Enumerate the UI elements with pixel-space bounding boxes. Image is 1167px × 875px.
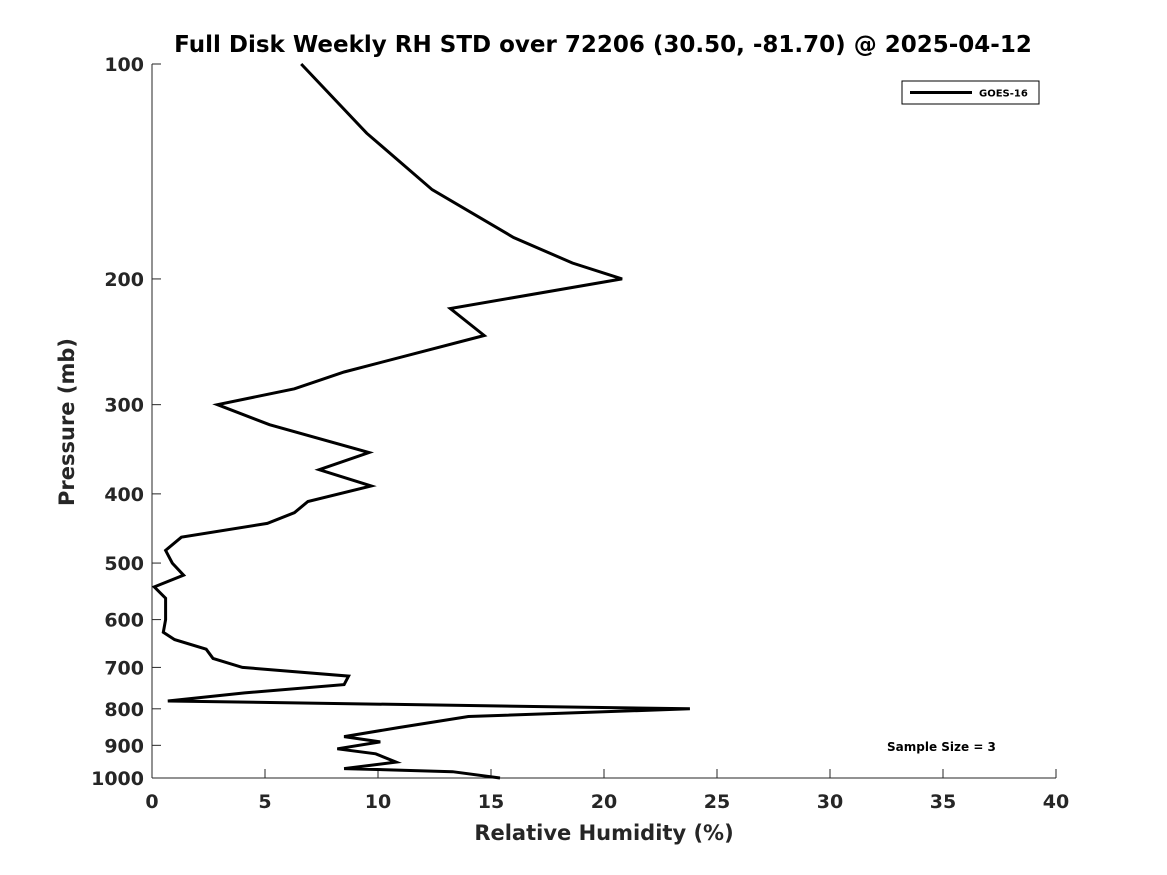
x-tick-label: 20 [591,791,617,813]
y-tick-label: 400 [104,484,144,506]
sample-size-annotation: Sample Size = 3 [887,740,996,754]
y-tick-label: 1000 [91,768,144,790]
chart-title: Full Disk Weekly RH STD over 72206 (30.5… [174,32,1032,58]
y-tick-label: 500 [104,553,144,575]
y-tick-label: 700 [104,657,144,679]
series-lines [151,62,690,780]
series-line-goes-16 [151,62,690,780]
x-tick-label: 25 [704,791,730,813]
x-tick-label: 35 [930,791,956,813]
x-tick-label: 30 [817,791,843,813]
y-axis-label: Pressure (mb) [55,338,79,506]
x-tick-label: 5 [258,791,271,813]
x-tick-label: 40 [1043,791,1069,813]
y-tick-label: 100 [104,54,144,76]
x-tick-label: 0 [145,791,158,813]
y-tick-label: 200 [104,269,144,291]
y-tick-label: 600 [104,610,144,632]
y-tick-label: 300 [104,395,144,417]
x-tick-label: 10 [365,791,391,813]
x-tick-label: 15 [478,791,504,813]
y-tick-label: 800 [104,699,144,721]
ticks: 0 5 10 15 20 25 30 35 40 100 200 300 400 500 600 700 800… [91,54,1069,813]
legend: GOES-16 [901,80,1040,105]
legend-entry-goes-16: GOES-16 [979,89,1028,100]
x-axis-label: Relative Humidity (%) [474,821,733,845]
y-tick-label: 900 [104,735,144,757]
